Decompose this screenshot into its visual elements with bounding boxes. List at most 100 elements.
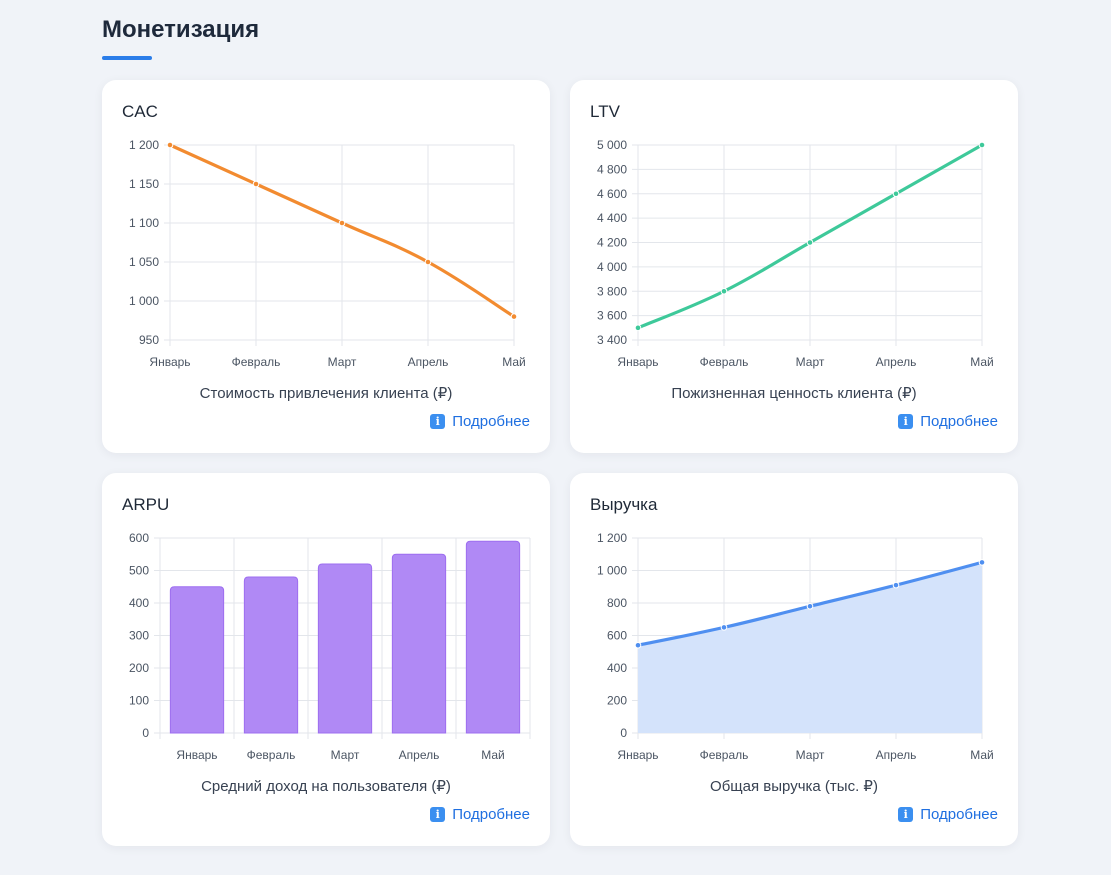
x-tick-label: Февраль xyxy=(700,355,749,369)
y-tick-label: 5 000 xyxy=(597,138,627,152)
details-link[interactable]: i Подробнее xyxy=(898,806,998,823)
ltv-chart: 5 000 4 800 4 600 4 400 4 200 4 000 3 800 3 600… xyxy=(597,138,994,369)
revenue-card: Выручка 1 200 1 000 800 600 400 200 0 Январь Фев… xyxy=(570,473,1018,846)
bar xyxy=(169,586,225,734)
y-tick-label: 3 600 xyxy=(597,309,627,323)
x-tick-label: Май xyxy=(970,748,994,762)
bar xyxy=(243,576,299,734)
info-icon: i xyxy=(430,414,446,429)
x-tick-label: Апрель xyxy=(408,355,449,369)
data-point xyxy=(892,581,900,589)
y-tick-label: 4 200 xyxy=(597,236,627,250)
y-tick-label: 200 xyxy=(607,694,627,708)
y-tick-label: 300 xyxy=(129,629,149,643)
y-tick-label: 3 400 xyxy=(597,333,627,347)
card-title: CAC xyxy=(122,102,158,121)
y-tick-label: 4 000 xyxy=(597,260,627,274)
data-point xyxy=(978,559,986,566)
grid xyxy=(164,144,515,346)
chart-caption: Средний доход на пользователя (₽) xyxy=(201,778,451,795)
x-tick-label: Май xyxy=(502,355,526,369)
x-tick-label: Март xyxy=(796,355,825,369)
chart-caption: Общая выручка (тыс. ₽) xyxy=(710,778,878,795)
x-tick-label: Февраль xyxy=(700,748,749,762)
revenue-chart: 1 200 1 000 800 600 400 200 0 Январь Февраль Март… xyxy=(597,531,994,762)
cac-chart: 1 200 1 150 1 100 1 050 1 000 950 Январь Феврал… xyxy=(129,138,526,369)
title-underline xyxy=(102,56,152,60)
bar xyxy=(465,540,521,734)
y-tick-label: 1 000 xyxy=(129,294,159,308)
y-tick-label: 4 400 xyxy=(597,211,627,225)
y-tick-label: 800 xyxy=(607,596,627,610)
data-point xyxy=(806,602,814,610)
grid xyxy=(632,144,983,346)
y-tick-label: 600 xyxy=(607,629,627,643)
arpu-card: ARPU 600 500 400 300 200 100 0 Январь Февраль Мар… xyxy=(102,473,550,846)
y-tick-label: 1 150 xyxy=(129,177,159,191)
info-icon: i xyxy=(898,414,914,429)
page-title: Монетизация xyxy=(102,16,260,43)
y-tick-label: 500 xyxy=(129,564,149,578)
info-icon: i xyxy=(430,807,446,822)
data-point xyxy=(338,219,346,227)
x-tick-label: Апрель xyxy=(876,355,917,369)
data-point xyxy=(978,141,986,149)
y-tick-label: 0 xyxy=(142,726,149,740)
details-link-label: Подробнее xyxy=(452,413,530,430)
y-tick-label: 1 100 xyxy=(129,216,159,230)
x-tick-label: Январь xyxy=(617,748,658,762)
card-title: ARPU xyxy=(122,495,170,514)
x-tick-label: Январь xyxy=(617,355,658,369)
area-fill xyxy=(638,562,982,733)
x-tick-label: Январь xyxy=(176,748,217,762)
data-point xyxy=(166,141,174,149)
cac-card: CAC 1 200 1 150 1 100 1 050 1 000 950 Январь Фе… xyxy=(102,80,550,453)
y-tick-label: 400 xyxy=(129,596,149,610)
details-link-label: Подробнее xyxy=(920,413,998,430)
y-tick-label: 100 xyxy=(129,694,149,708)
x-tick-label: Май xyxy=(481,748,505,762)
y-tick-label: 4 600 xyxy=(597,187,627,201)
y-tick-label: 1 050 xyxy=(129,255,159,269)
bar xyxy=(391,553,447,734)
y-tick-label: 4 800 xyxy=(597,162,627,176)
card-title: Выручка xyxy=(590,495,658,514)
y-tick-label: 1 000 xyxy=(597,564,627,578)
data-point xyxy=(892,190,900,198)
details-link-label: Подробнее xyxy=(452,806,530,823)
data-point xyxy=(720,287,728,295)
y-tick-label: 200 xyxy=(129,661,149,675)
y-tick-label: 950 xyxy=(139,333,159,347)
arpu-chart: 600 500 400 300 200 100 0 Январь Февраль Март Апре… xyxy=(129,531,531,762)
chart-caption: Пожизненная ценность клиента (₽) xyxy=(671,385,917,402)
data-point xyxy=(720,624,728,631)
info-icon: i xyxy=(898,807,914,822)
x-tick-label: Февраль xyxy=(232,355,281,369)
y-tick-label: 1 200 xyxy=(129,138,159,152)
bar xyxy=(317,563,373,734)
x-tick-label: Апрель xyxy=(399,748,440,762)
data-point xyxy=(424,258,432,266)
data-point xyxy=(806,239,814,246)
x-tick-label: Февраль xyxy=(247,748,296,762)
details-link[interactable]: i Подробнее xyxy=(430,806,530,823)
y-tick-label: 600 xyxy=(129,531,149,545)
x-tick-label: Март xyxy=(328,355,357,369)
details-link[interactable]: i Подробнее xyxy=(430,413,530,430)
x-tick-label: Январь xyxy=(149,355,190,369)
x-tick-label: Апрель xyxy=(876,748,917,762)
x-tick-label: Май xyxy=(970,355,994,369)
x-tick-label: Март xyxy=(796,748,825,762)
y-tick-label: 0 xyxy=(620,726,627,740)
chart-caption: Стоимость привлечения клиента (₽) xyxy=(199,385,453,402)
data-point xyxy=(510,313,518,320)
details-link[interactable]: i Подробнее xyxy=(898,413,998,430)
x-tick-label: Март xyxy=(331,748,360,762)
y-tick-label: 400 xyxy=(607,661,627,675)
data-point xyxy=(252,180,260,188)
details-link-label: Подробнее xyxy=(920,806,998,823)
data-point xyxy=(634,324,642,332)
ltv-card: LTV 5 000 4 800 4 600 4 400 4 200 4 000 3 800 3… xyxy=(570,80,1018,453)
card-title: LTV xyxy=(590,102,620,121)
data-point xyxy=(634,641,642,649)
